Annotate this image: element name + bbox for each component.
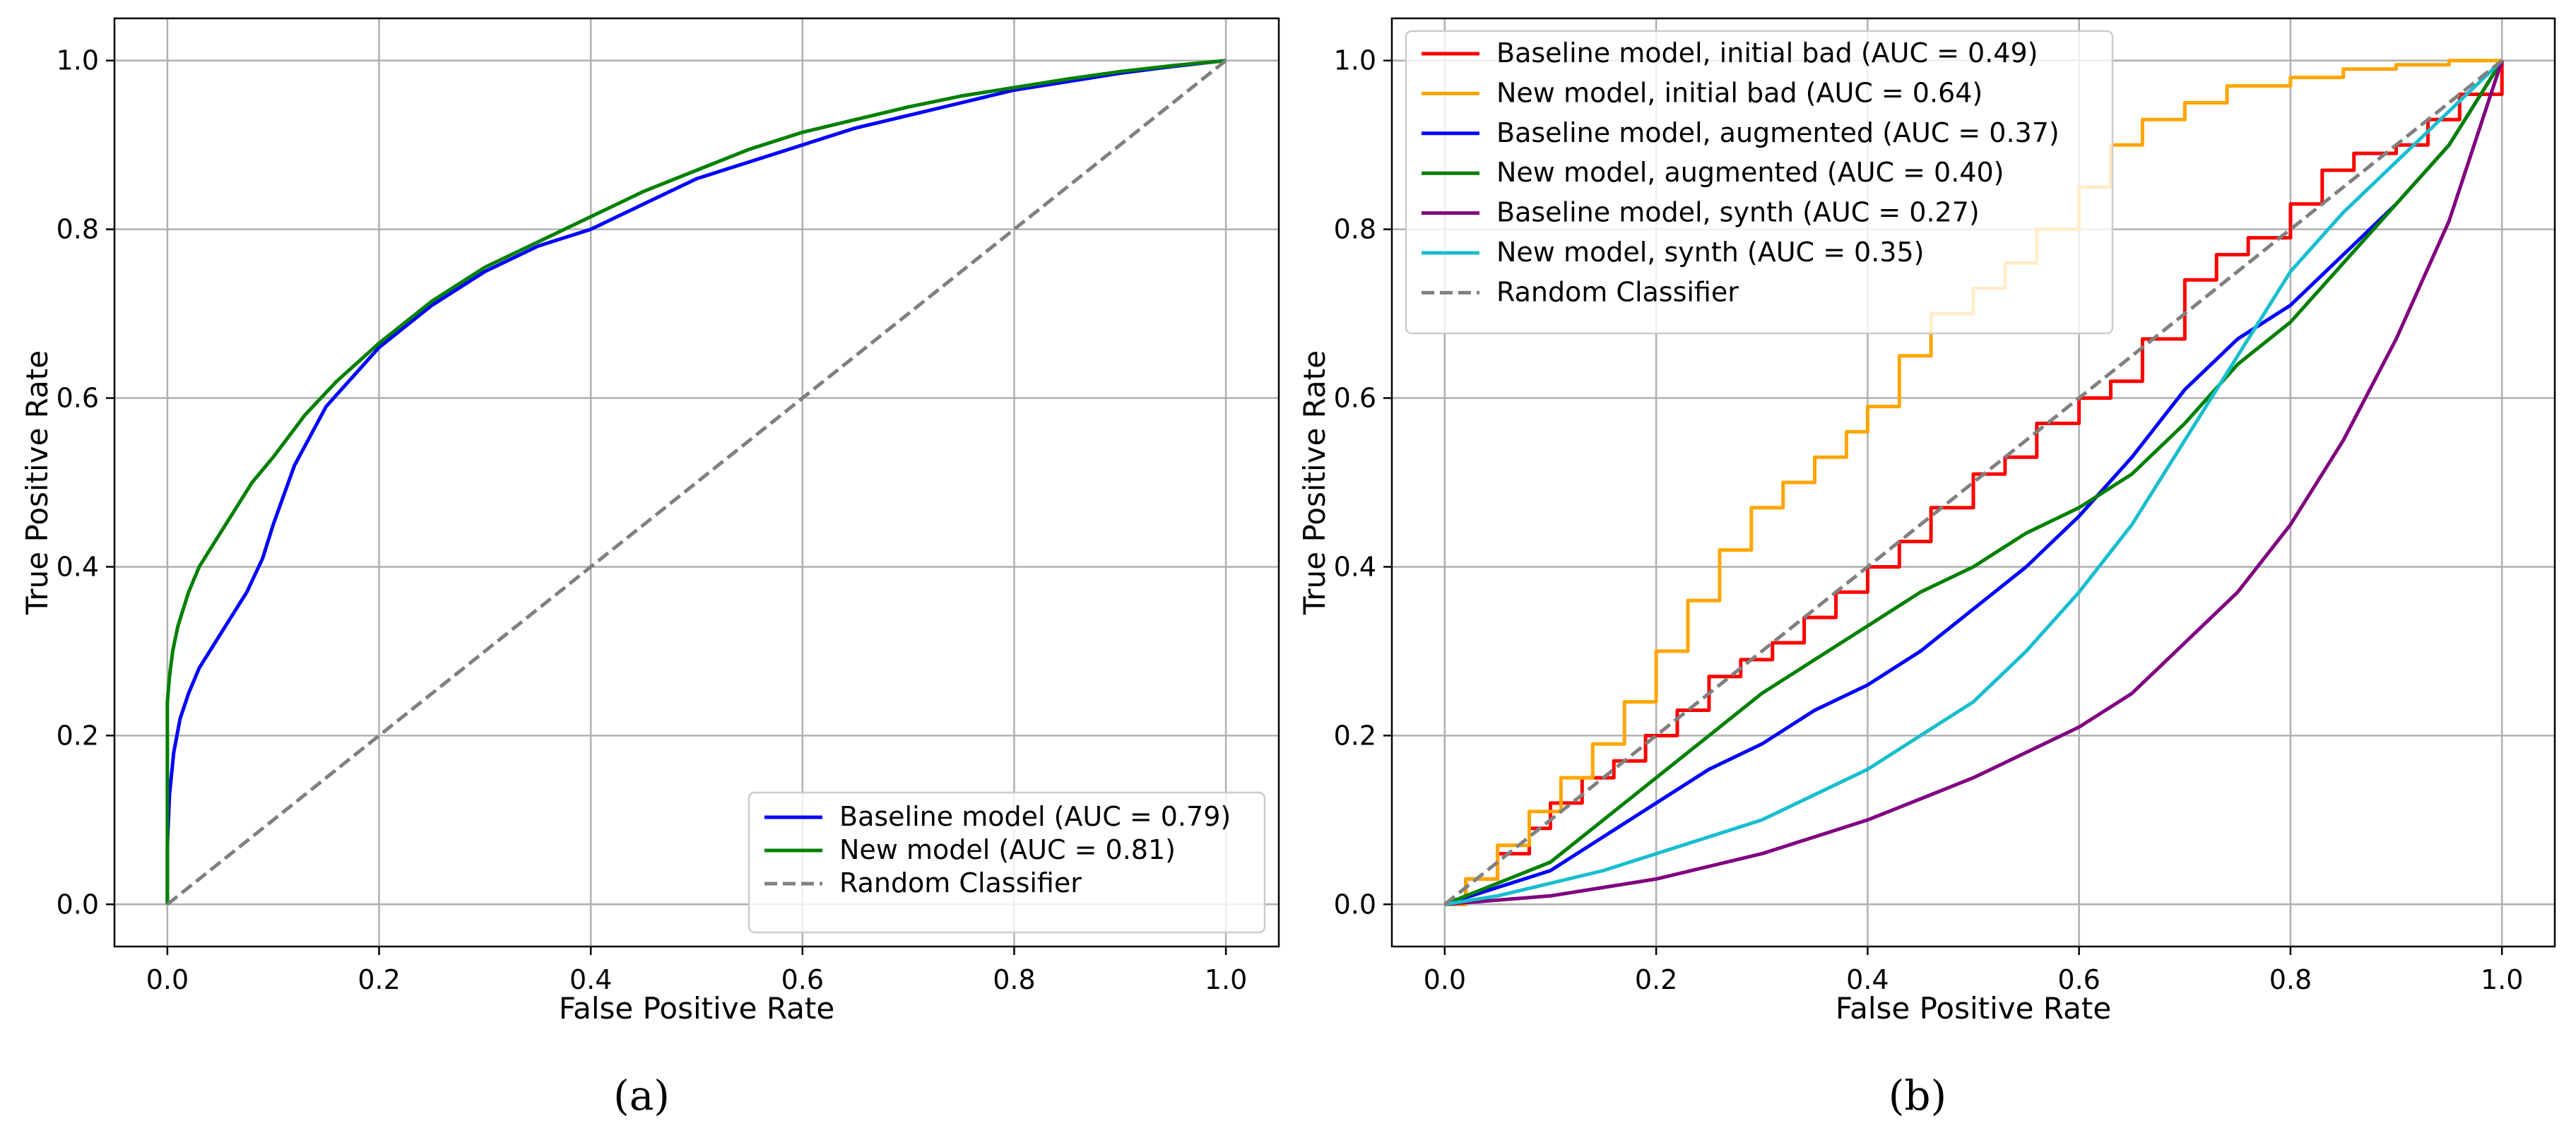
panel-a-legend-label: Baseline model (AUC = 0.79) [839, 801, 1231, 832]
panel-a-axes-frame [113, 17, 1280, 948]
panel-b-xtick-label: 1.0 [2481, 964, 2523, 995]
panel-b-legend-label: New model, synth (AUC = 0.35) [1496, 237, 1924, 268]
panel-b-ytick-label: 0.0 [1334, 889, 1376, 920]
panel-a-xtick-label: 1.0 [1205, 964, 1247, 995]
panel-b-ytick-label: 0.2 [1334, 720, 1376, 751]
panel-a-legend-label: New model (AUC = 0.81) [839, 834, 1176, 865]
panel-b-legend-label: Baseline model, synth (AUC = 0.27) [1496, 197, 1980, 228]
panel-a-ytick-label: 0.6 [57, 383, 99, 414]
panel-b-series-line-3 [1443, 59, 2504, 906]
panel-b-series-line-5 [1444, 59, 2503, 906]
panel-a-series-line-0 [165, 59, 1227, 905]
panel-a-ytick-label: 0.2 [57, 720, 99, 751]
panel-a-series [165, 59, 1227, 906]
panel-b-xtick-label: 0.8 [2269, 964, 2312, 995]
panel-b-legend-label: New model, augmented (AUC = 0.40) [1496, 157, 2004, 188]
panel-a-ytick-label: 0.8 [57, 214, 99, 245]
panel-b-series-line-2 [1444, 59, 2504, 906]
panel-b-legend: Baseline model, initial bad (AUC = 0.49)… [1405, 30, 2114, 335]
panel-a-xtick-label: 0.8 [993, 964, 1035, 995]
panel-a-legend-label: Random Classifier [839, 867, 1082, 898]
panel-b-xtick-label: 0.6 [2057, 964, 2100, 995]
panel-b-ylabel: True Positive Rate [1297, 350, 1332, 615]
panel-a-yticks: 0.0 0.2 0.4 0.6 0.8 1.0 [57, 45, 114, 920]
panel-b-xlabel: False Positive Rate [1836, 991, 2111, 1026]
panel-b-axes-frame [1390, 17, 2556, 948]
panel-a-label: (a) [613, 1072, 670, 1120]
panel-b: 0.0 0.2 0.4 0.6 0.8 1.0 0.0 0.2 0.4 0.6 0.8 1.0 Fa… [1297, 17, 2556, 1120]
panel-a-legend: Baseline model (AUC = 0.79)New model (AU… [748, 791, 1266, 934]
panel-b-legend-label: New model, initial bad (AUC = 0.64) [1496, 77, 1983, 108]
panel-a-xlabel: False Positive Rate [559, 991, 834, 1026]
panel-a-ytick-label: 0.4 [57, 551, 99, 582]
panel-b-ytick-label: 0.4 [1334, 551, 1376, 582]
panel-b-legend-box [1405, 30, 2114, 335]
panel-a-series-line-1 [165, 59, 1227, 905]
panel-b-legend-label: Baseline model, initial bad (AUC = 0.49) [1496, 37, 2038, 69]
panel-a-xtick-label: 0.6 [781, 964, 824, 995]
panel-b-legend-label: Baseline model, augmented (AUC = 0.37) [1496, 117, 2060, 148]
panel-b-series-line-1 [1444, 59, 2503, 906]
panel-b-series [1443, 59, 2504, 906]
panel-b-legend-label: Random Classifier [1496, 276, 1739, 307]
panel-a-xtick-label: 0.2 [358, 964, 400, 995]
panel-a-ylabel: True Positive Rate [20, 350, 54, 615]
panel-a-xtick-label: 0.4 [569, 964, 612, 995]
panel-a-ytick-label: 1.0 [57, 45, 99, 76]
panel-a: 0.0 0.2 0.4 0.6 0.8 1.0 0.0 0.2 0.4 0.6 0.8 1.0 Fa… [20, 17, 1280, 1120]
panel-a-xtick-label: 0.0 [146, 964, 189, 995]
panel-b-xtick-label: 0.4 [1846, 964, 1889, 995]
panel-a-grid [114, 18, 1279, 947]
panel-b-series-line-6 [1443, 59, 2503, 906]
panel-a-legend-box [748, 791, 1266, 934]
panel-b-label: (b) [1889, 1072, 1946, 1120]
panel-b-xtick-label: 0.2 [1635, 964, 1677, 995]
panel-a-series-line-2 [166, 59, 1227, 906]
panel-a-ytick-label: 0.0 [57, 889, 99, 920]
panel-b-ytick-label: 0.8 [1334, 214, 1376, 245]
panel-a-xticks: 0.0 0.2 0.4 0.6 0.8 1.0 [146, 947, 1247, 995]
panel-b-ytick-label: 1.0 [1334, 45, 1376, 76]
panel-b-xtick-label: 0.0 [1424, 964, 1466, 995]
panel-b-yticks: 0.0 0.2 0.4 0.6 0.8 1.0 [1334, 45, 1392, 920]
panel-b-xticks: 0.0 0.2 0.4 0.6 0.8 1.0 [1424, 947, 2523, 995]
panel-b-ytick-label: 0.6 [1334, 383, 1376, 414]
panel-b-series-line-4 [1444, 59, 2504, 906]
